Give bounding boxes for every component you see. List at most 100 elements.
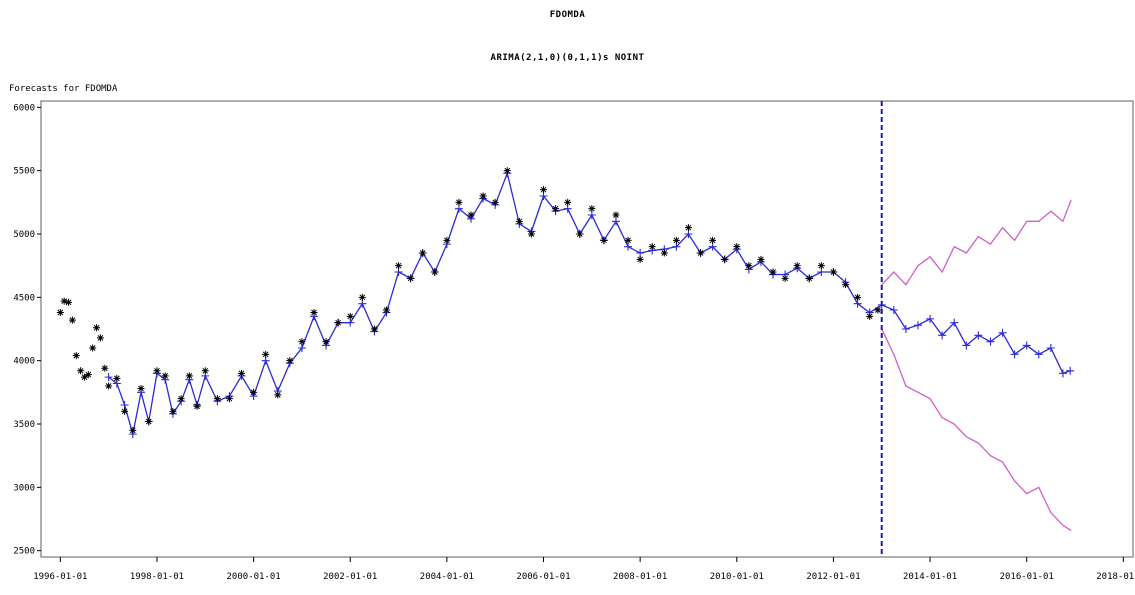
fitted-point — [853, 299, 862, 308]
actual-point — [68, 316, 76, 324]
actual-point — [161, 372, 169, 380]
x-tick-label: 1996-01-01 — [33, 572, 87, 582]
fitted-point — [974, 331, 983, 340]
fitted-point — [563, 204, 572, 213]
actual-point — [84, 371, 92, 379]
actual-point — [515, 217, 523, 225]
fitted-point — [926, 314, 935, 323]
x-axis: 1996-01-01 1998-01-01 2000-01-01 2002-01-01… — [33, 557, 1135, 582]
fitted-point — [950, 318, 959, 327]
fitted-point — [1066, 366, 1075, 375]
actual-point — [201, 367, 209, 375]
fitted-point — [624, 242, 633, 251]
y-tick-label: 3500 — [13, 420, 35, 430]
actual-point — [648, 243, 656, 251]
actual-point — [56, 309, 64, 317]
actual-point — [600, 236, 608, 244]
fitted-point — [1010, 350, 1019, 359]
actual-point — [636, 255, 644, 263]
actual-point — [612, 211, 620, 219]
actual-point — [298, 338, 306, 346]
actual-point — [129, 426, 137, 434]
actual-point — [491, 198, 499, 206]
actual-point — [866, 312, 874, 320]
actual-point — [121, 407, 129, 415]
actual-point — [193, 402, 201, 410]
actual-point — [346, 312, 354, 320]
actual-point — [503, 167, 511, 175]
fitted-point — [986, 337, 995, 346]
actual-point — [225, 395, 233, 403]
actual-point — [697, 249, 705, 257]
actual-point — [250, 388, 258, 396]
actual-point — [624, 236, 632, 244]
x-tick-label: 2010-01-01 — [710, 572, 764, 582]
fitted-point — [1022, 341, 1031, 350]
actual-point — [709, 236, 717, 244]
actual-point — [781, 274, 789, 282]
actual-point — [443, 236, 451, 244]
actual-point — [576, 230, 584, 238]
actual-point — [874, 306, 882, 314]
x-tick-label: 2016-01-01 — [1000, 572, 1054, 582]
actual-point — [842, 281, 850, 289]
fitted-point — [587, 211, 596, 219]
actual-point — [65, 298, 73, 306]
fitted-point — [962, 341, 971, 350]
actual-point — [805, 274, 813, 282]
x-tick-label: 2004-01-01 — [420, 572, 474, 582]
actual-point — [540, 186, 548, 194]
confidence-bounds — [881, 199, 1072, 531]
fitted-point — [346, 318, 355, 327]
actual-point — [60, 297, 68, 305]
actual-point — [684, 224, 692, 232]
fitted-point — [901, 325, 910, 333]
fitted-point — [297, 344, 306, 352]
actual-point — [238, 369, 246, 377]
fitted-point — [889, 306, 898, 314]
fitted-point — [1034, 350, 1043, 359]
actual-point — [185, 372, 193, 380]
x-tick-label: 2000-01-01 — [227, 572, 281, 582]
actual-point — [552, 205, 560, 213]
fitted-point — [938, 331, 947, 340]
chart-title: FDOMDA — [549, 10, 586, 20]
actual-point — [817, 262, 825, 270]
panel-label: Forecasts for FDOMDA — [9, 84, 118, 94]
y-tick-label: 6000 — [13, 103, 35, 113]
actual-point — [467, 211, 475, 219]
fitted-point — [539, 192, 548, 200]
x-tick-label: 2018-01-01 — [1096, 572, 1135, 582]
y-tick-label: 3000 — [13, 483, 35, 493]
plot-frame — [40, 100, 1134, 558]
actual-point — [588, 205, 596, 213]
fitted-point — [611, 217, 620, 226]
fitted-point — [708, 242, 717, 251]
y-tick-label: 2500 — [13, 547, 35, 557]
fitted-point — [394, 268, 403, 276]
x-tick-label: 2008-01-01 — [613, 572, 667, 582]
actual-point — [177, 395, 185, 403]
x-tick-label: 2012-01-01 — [806, 572, 860, 582]
fitted-line — [108, 170, 1071, 435]
fitted-point — [454, 204, 463, 213]
actual-point — [213, 395, 221, 403]
actual-point — [660, 249, 668, 257]
actual-point — [395, 262, 403, 270]
fitted-point — [1046, 344, 1055, 352]
y-tick-label: 5000 — [13, 230, 35, 240]
upper-bound-line — [881, 199, 1072, 286]
actual-point — [829, 268, 837, 276]
actual-point — [672, 236, 680, 244]
actual-point — [322, 338, 330, 346]
actual-point — [455, 198, 463, 206]
actual-point — [145, 417, 153, 425]
actual-point — [72, 352, 80, 360]
actual-point — [77, 367, 85, 375]
actual-point — [153, 367, 161, 375]
fitted-point — [636, 249, 645, 257]
actual-series — [56, 167, 882, 434]
actual-point — [419, 249, 427, 257]
actual-point — [757, 255, 765, 263]
actual-point — [286, 357, 294, 365]
